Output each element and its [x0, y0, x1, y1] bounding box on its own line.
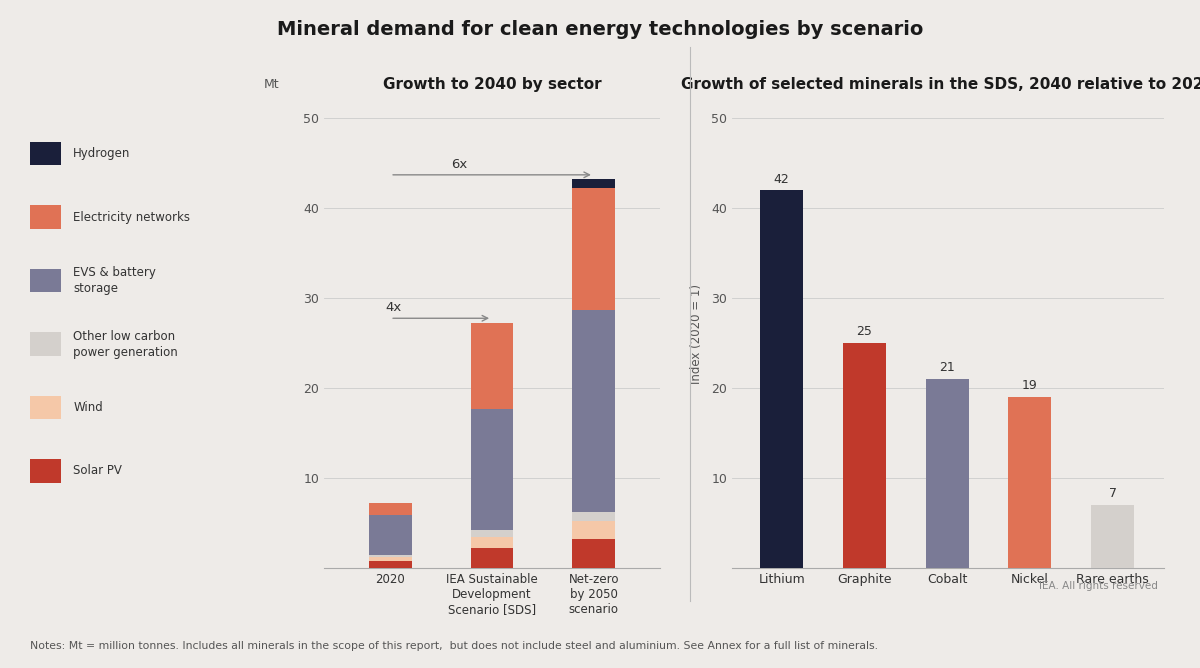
Y-axis label: Index (2020 = 1): Index (2020 = 1)	[690, 284, 703, 384]
Bar	[760, 190, 803, 568]
Bar	[470, 409, 514, 530]
Text: 42: 42	[774, 172, 790, 186]
Text: Notes: Mt = million tonnes. Includes all minerals in the scope of this report,  : Notes: Mt = million tonnes. Includes all…	[30, 641, 878, 651]
Bar	[925, 379, 968, 568]
Text: 4x: 4x	[385, 301, 401, 314]
Text: Hydrogen: Hydrogen	[73, 147, 131, 160]
Bar	[572, 521, 616, 539]
Text: 19: 19	[1022, 379, 1038, 392]
Bar	[1008, 397, 1051, 568]
Bar	[572, 188, 616, 310]
Bar	[470, 537, 514, 548]
Text: 7: 7	[1109, 488, 1117, 500]
Text: 21: 21	[940, 361, 955, 375]
Text: Wind: Wind	[73, 401, 103, 414]
Text: Mineral demand for clean energy technologies by scenario: Mineral demand for clean energy technolo…	[277, 20, 923, 39]
Bar	[368, 557, 412, 560]
Bar	[470, 548, 514, 568]
Text: Solar PV: Solar PV	[73, 464, 122, 478]
Text: EVS & battery
storage: EVS & battery storage	[73, 266, 156, 295]
Bar	[572, 310, 616, 512]
Bar	[368, 555, 412, 557]
Bar	[572, 539, 616, 568]
Text: Electricity networks: Electricity networks	[73, 210, 190, 224]
Text: 25: 25	[857, 325, 872, 339]
Bar	[470, 323, 514, 409]
Bar	[368, 515, 412, 555]
Bar	[572, 179, 616, 188]
Bar	[368, 503, 412, 515]
Bar	[572, 512, 616, 521]
Text: IEA. All rights reserved: IEA. All rights reserved	[1039, 581, 1158, 591]
Bar	[470, 530, 514, 537]
Text: Mt: Mt	[264, 78, 280, 91]
Title: Growth to 2040 by sector: Growth to 2040 by sector	[383, 77, 601, 92]
Title: Growth of selected minerals in the SDS, 2040 relative to 2020: Growth of selected minerals in the SDS, …	[682, 77, 1200, 92]
Bar	[1091, 505, 1134, 568]
Bar	[368, 560, 412, 568]
Text: 6x: 6x	[451, 158, 468, 170]
Text: Other low carbon
power generation: Other low carbon power generation	[73, 329, 178, 359]
Bar	[842, 343, 886, 568]
